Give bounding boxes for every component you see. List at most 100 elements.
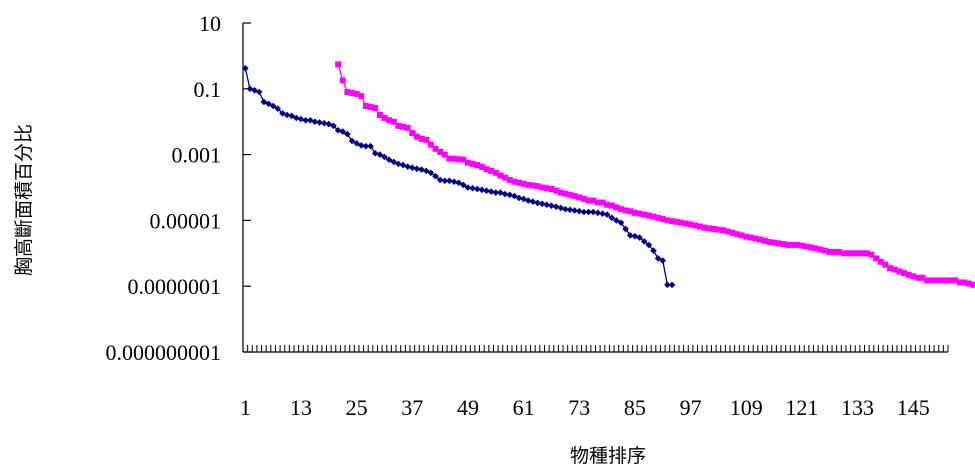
series-1-point (469, 184, 476, 192)
series-2-point (868, 251, 875, 258)
series-2-point (474, 162, 481, 169)
series-1-point (376, 151, 384, 158)
series-2-point (641, 211, 648, 218)
series-2-point (446, 155, 453, 162)
series-1-point (464, 184, 472, 191)
series-2-point (437, 148, 444, 155)
series-1-point (432, 172, 439, 180)
series-2-point (747, 234, 754, 241)
series-2-point (631, 209, 638, 216)
series-2-point (335, 61, 342, 68)
series-2-point (669, 218, 676, 225)
series-2-point (413, 133, 420, 140)
series-1-point (562, 205, 569, 213)
series-2-point (919, 274, 926, 281)
series-1-point (529, 198, 537, 206)
series-2-point (849, 250, 856, 257)
series-1-point (557, 204, 565, 212)
series-2-point (613, 204, 620, 211)
series-2-point (887, 265, 894, 272)
series-1-point (585, 208, 592, 216)
series-1-point (316, 119, 323, 126)
series-2-point (914, 274, 921, 281)
series-1-point (483, 187, 490, 194)
series-2-point (910, 273, 917, 280)
series-2-point (701, 224, 708, 231)
series-1-point (311, 118, 319, 125)
series-1-point (487, 188, 495, 195)
series-2-point (817, 246, 824, 253)
series-2-point (548, 186, 555, 193)
series-2-point (947, 277, 954, 284)
series-1-point (408, 164, 416, 171)
series-2-point (859, 250, 866, 257)
series-1-point (654, 255, 662, 262)
series-1-point (636, 234, 643, 241)
series-1-point (552, 203, 560, 211)
series-1-point (399, 161, 407, 169)
series-1-point (538, 200, 546, 208)
series-2-point (803, 243, 810, 250)
series-2-point (404, 124, 411, 131)
series-2-point (951, 277, 958, 284)
series-1-point (413, 165, 421, 173)
series-1-point (478, 186, 486, 194)
series-1-point (330, 122, 337, 130)
series-1-point (357, 142, 365, 149)
series-1-point (659, 257, 667, 264)
series-1-point (246, 85, 254, 93)
series-1-point (325, 120, 333, 128)
series-2-point (455, 156, 462, 163)
series-2-point (515, 179, 522, 186)
series-1-point (339, 128, 347, 135)
series-1-point (288, 112, 296, 120)
series-1-point (534, 199, 541, 207)
series-2-point (710, 225, 717, 232)
series-1-point (608, 214, 616, 222)
series-1-point (668, 281, 676, 289)
series-2-point (692, 222, 699, 229)
series-1-point (450, 178, 458, 186)
series-2-point (381, 114, 388, 121)
series-1-point (441, 177, 449, 185)
series-2-point (506, 176, 513, 183)
series-1-point (640, 238, 648, 245)
y-tick-label: 0.1 (194, 77, 222, 102)
series-2-point (924, 277, 931, 284)
series-2-point (826, 248, 833, 255)
series-2-point (970, 281, 975, 288)
series-1-point (511, 192, 518, 200)
series-2-point (571, 193, 578, 200)
series-1-point (617, 219, 625, 227)
series-2-point (488, 167, 495, 174)
series-1-point (255, 88, 263, 96)
series-2-point (729, 229, 736, 236)
series-2-point (891, 266, 898, 273)
series-1-point (492, 189, 500, 196)
series-1-point (390, 158, 398, 166)
series-2-point (599, 199, 606, 206)
series-1-point (575, 207, 583, 215)
series-2-point (386, 117, 393, 124)
series-1-point (506, 191, 513, 199)
series-2-point (451, 155, 458, 162)
series-2-point (933, 277, 940, 284)
series-2-point (877, 258, 884, 265)
y-tick-label: 0.001 (172, 143, 222, 168)
y-axis: 10 0.1 0.001 0.00001 0.0000001 0.000000001 (106, 11, 251, 365)
series-2-point (529, 182, 536, 189)
series-2-point (771, 239, 778, 246)
series-1-point (473, 185, 481, 193)
series-1-point (613, 217, 620, 224)
series-2-point (608, 202, 615, 209)
series-1-point (344, 130, 351, 138)
series-2-point (525, 181, 532, 188)
series-2-point (836, 248, 843, 255)
series-1-point (283, 111, 291, 119)
series-2-point (604, 201, 611, 208)
series-1-point (622, 225, 629, 233)
series-1-point (599, 210, 606, 217)
series-2-point (854, 250, 861, 257)
x-tick-label: 109 (730, 395, 763, 420)
